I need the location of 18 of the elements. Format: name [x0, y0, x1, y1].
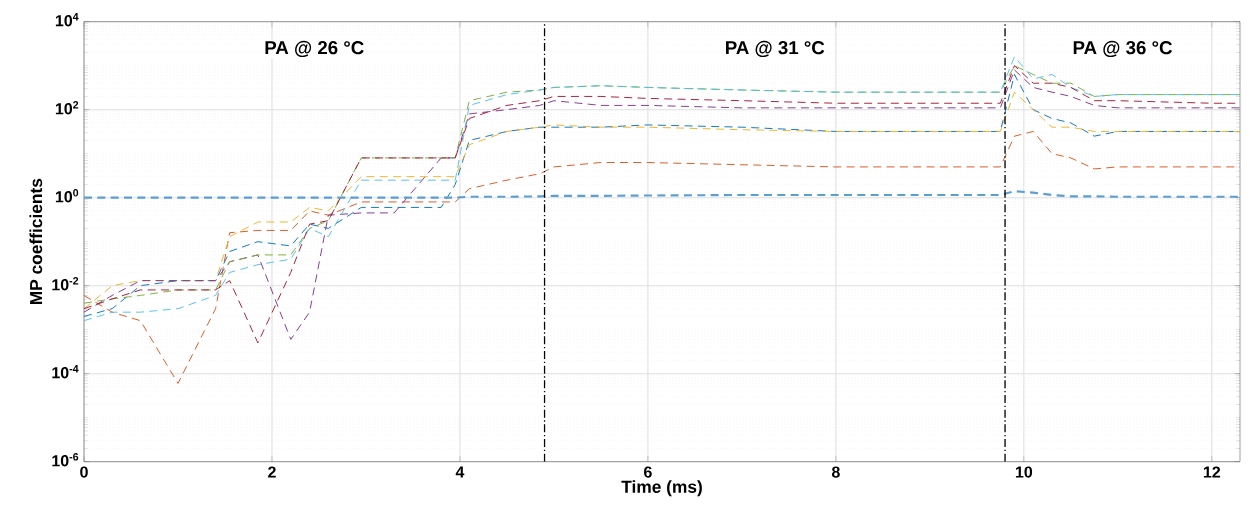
y-tick-label: 10$^{-6}$	[52, 453, 79, 467]
x-tick-label: 6	[644, 466, 652, 478]
x-tick-label: 10	[1015, 466, 1033, 478]
x-tick-label: 0	[80, 466, 88, 478]
x-tick-label: 4	[455, 466, 465, 478]
y-axis-title: MP coefficients	[29, 178, 43, 305]
y-tick-label: 10$^{4}$	[55, 13, 79, 27]
y-tick-label: 10$^{-2}$	[52, 277, 79, 291]
x-tick-label: 8	[831, 466, 840, 478]
annotation: PA @ 36 °C	[1073, 40, 1172, 58]
y-tick-label: 10$^{2}$	[55, 101, 79, 115]
annotation: PA @ 31 °C	[726, 40, 825, 58]
x-tick-label: 12	[1203, 466, 1221, 478]
y-tick-label: 10$^{-4}$	[52, 365, 79, 379]
y-tick-label: 10$^{0}$	[55, 189, 79, 203]
x-axis-title: Time (ms)	[621, 480, 702, 497]
annotation: PA @ 26 °C	[265, 40, 364, 58]
x-tick-label: 2	[268, 466, 276, 478]
